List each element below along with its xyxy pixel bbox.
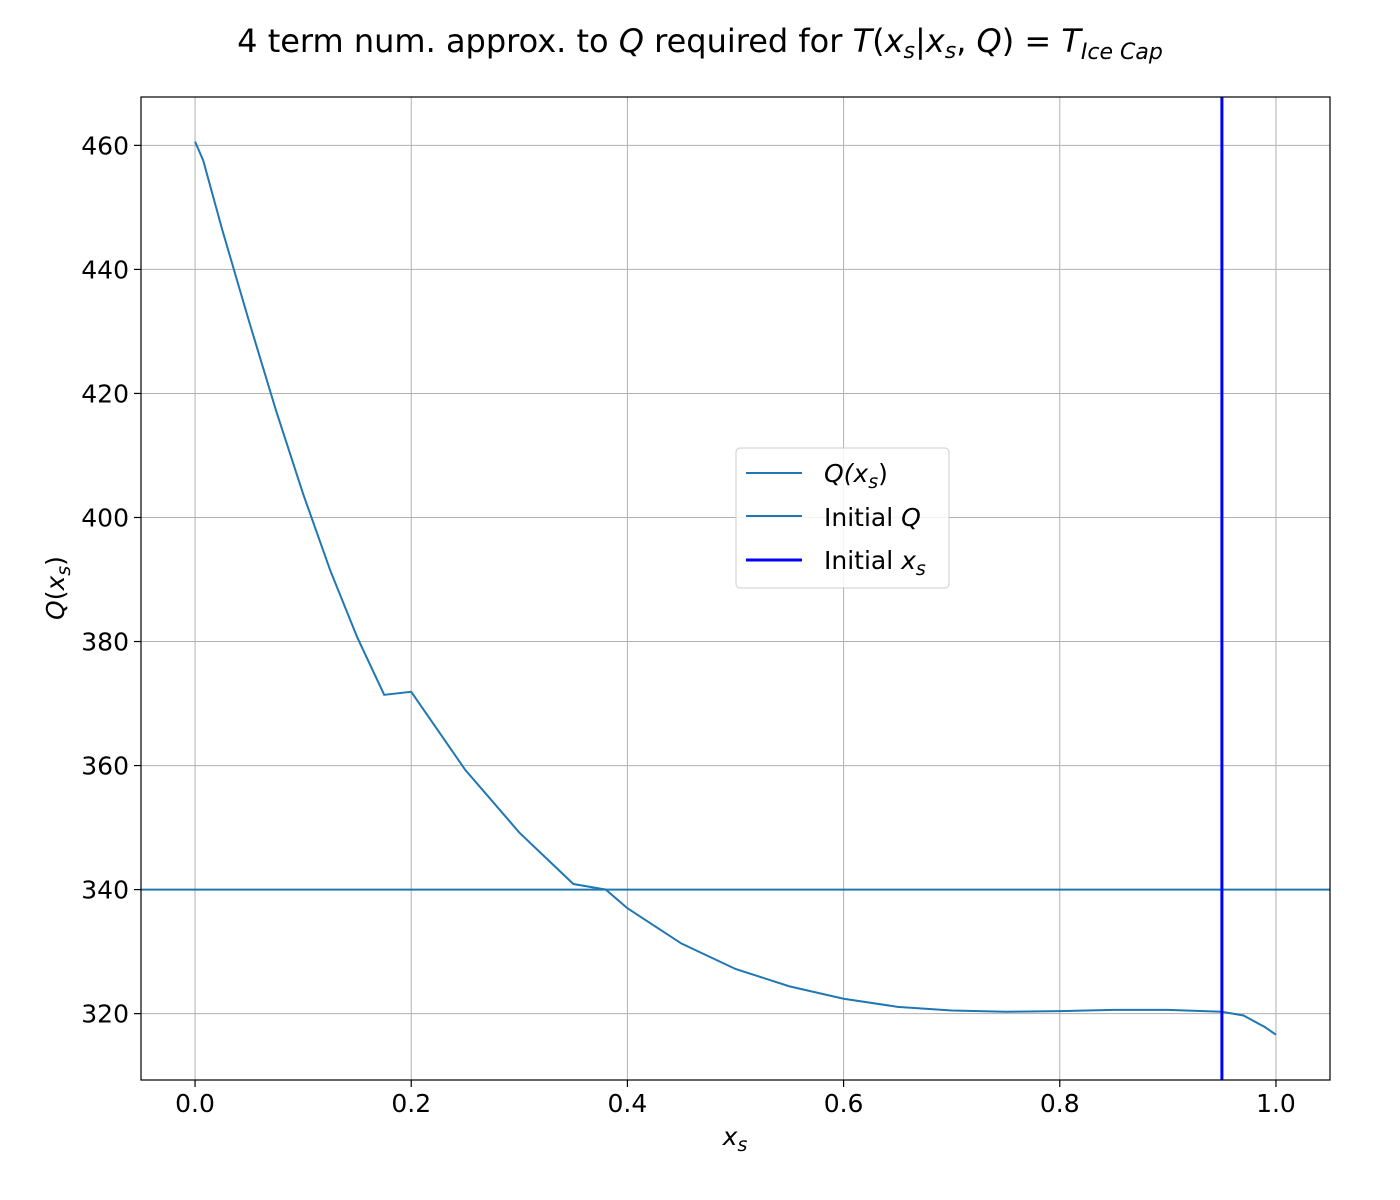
legend-initxs-main: Initial <box>824 546 901 575</box>
y-tick-label: 360 <box>81 752 129 781</box>
title-x2-sub: s <box>945 39 956 64</box>
y-tick-label: 380 <box>81 628 129 657</box>
ylabel-open: ( <box>41 591 70 601</box>
legend-initxs-math: x <box>900 546 916 575</box>
title-middle: required for <box>644 22 853 60</box>
series-line-q-xs <box>194 141 1277 1036</box>
title-bar: | <box>915 22 926 60</box>
title-t: T <box>853 22 875 60</box>
y-tick-label: 420 <box>81 379 129 408</box>
y-axis-label: Q(xs) <box>41 556 75 620</box>
x-tick-label: 0.8 <box>1040 1089 1080 1118</box>
legend-q-tail: ) <box>878 459 888 488</box>
ylabel-close: ) <box>41 556 70 566</box>
ylabel-fn: Q <box>41 600 70 620</box>
legend-q-sub: s <box>868 471 878 493</box>
title-q2: Q <box>977 22 1002 60</box>
y-tick-label: 320 <box>81 1000 129 1029</box>
ylabel-x: x <box>41 576 70 592</box>
legend-label-q-xs: Q(xs) <box>824 459 888 493</box>
title-close: ) <box>1002 22 1014 60</box>
y-tick-label: 460 <box>81 131 129 160</box>
legend-initq-math: Q <box>901 503 921 532</box>
legend-box <box>735 447 950 589</box>
title-t2: T <box>1061 22 1083 60</box>
legend: Q(xs) Initial Q Initial xs <box>735 447 950 589</box>
title-x2: x <box>925 22 946 60</box>
grid-lines <box>141 97 1330 1080</box>
x-tick-label: 0.4 <box>608 1089 648 1118</box>
axis-ticks: 0.0 0.2 0.4 0.6 0.8 1.0 320 340 360 380 400 420 440 4… <box>81 131 1296 1118</box>
x-axis-label: xs <box>722 1122 748 1156</box>
legend-label-initial-q: Initial Q <box>824 503 921 532</box>
x-tick-label: 0.0 <box>175 1089 215 1118</box>
x-tick-label: 1.0 <box>1256 1089 1296 1118</box>
plot-series <box>141 97 1330 1080</box>
xlabel-sub: s <box>737 1134 747 1156</box>
title-prefix: 4 term num. approx. to <box>237 22 619 60</box>
chart-title: 4 term num. approx. to Q required for T(… <box>237 22 1163 65</box>
x-tick-label: 0.6 <box>824 1089 864 1118</box>
title-q: Q <box>619 22 644 60</box>
y-tick-label: 440 <box>81 255 129 284</box>
legend-label-initial-xs: Initial xs <box>824 546 926 580</box>
legend-initxs-sub: s <box>916 558 926 580</box>
legend-initq-main: Initial <box>824 503 901 532</box>
title-x1: x <box>884 22 905 60</box>
x-tick-label: 0.2 <box>391 1089 431 1118</box>
ylabel-sub: s <box>53 566 75 576</box>
title-comma: , <box>956 22 976 60</box>
title-open: ( <box>872 22 884 60</box>
xlabel-main: x <box>722 1122 738 1151</box>
title-subscript: Ice Cap <box>1081 40 1163 65</box>
y-tick-label: 400 <box>81 503 129 532</box>
plot-frame <box>140 96 1331 1081</box>
title-x1-sub: s <box>904 39 915 64</box>
title-equals: = <box>1014 22 1061 60</box>
legend-q-main: Q(x <box>824 459 868 488</box>
y-tick-label: 340 <box>81 876 129 905</box>
